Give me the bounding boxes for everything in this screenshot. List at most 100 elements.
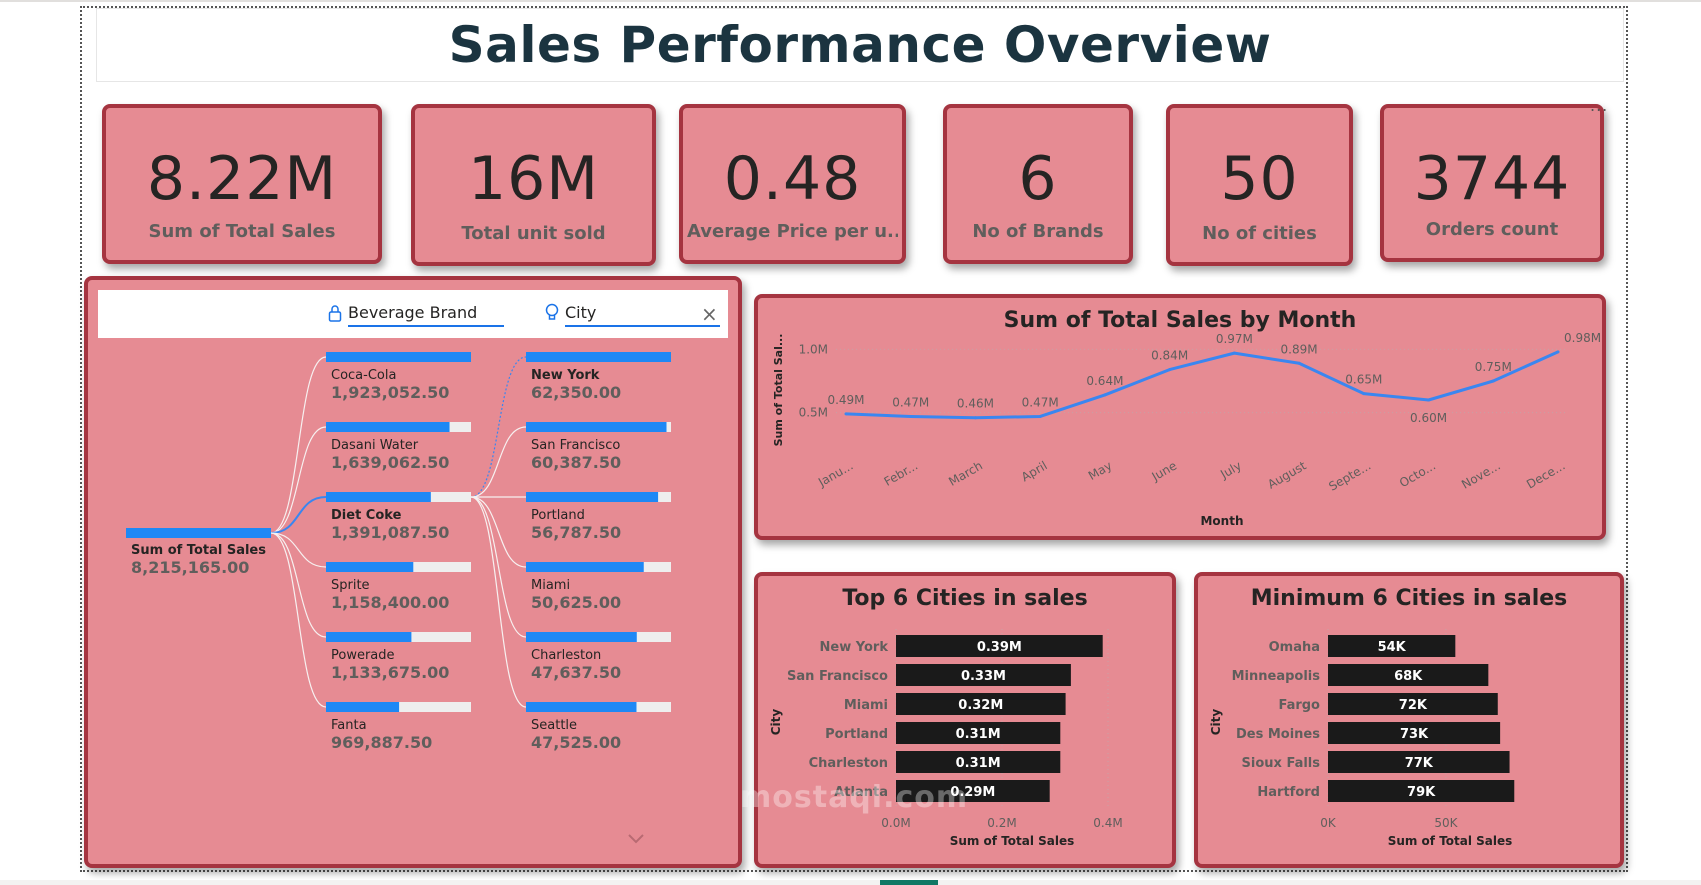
close-icon[interactable]: × [701,302,718,326]
brand-node-value: 1,391,087.50 [331,523,449,542]
line-data-label: 0.84M [1151,349,1188,363]
kpi-value: 0.48 [723,144,862,214]
city-node-value: 47,637.50 [531,663,621,682]
line-point[interactable] [1232,351,1236,355]
root-label: Sum of Total Sales [131,543,266,558]
line-chart-title: Sum of Total Sales by Month [1003,308,1357,333]
bar[interactable] [896,635,1103,657]
line-point[interactable] [1103,393,1107,397]
line-point[interactable] [1427,398,1431,402]
title-card: Sales Performance Overview [96,8,1624,82]
page-tabs-bar [0,880,1701,885]
top-border [0,0,1701,2]
bar[interactable] [1328,722,1501,744]
brand-node-bar[interactable] [326,632,412,642]
city-level-label[interactable]: City [565,303,597,322]
y-tick-label: Fargo [1278,698,1320,713]
y-tick-label: Des Moines [1236,727,1320,742]
brand-node-bar[interactable] [326,422,450,432]
line-point[interactable] [844,412,848,416]
bar[interactable] [896,751,1061,773]
bar[interactable] [896,780,1050,802]
bar[interactable] [1328,635,1456,657]
line-point[interactable] [973,416,977,420]
chevron-down-icon[interactable] [626,832,646,846]
city-level-underline [565,325,720,327]
city-node-label: Seattle [531,718,577,733]
y-tick-label: Portland [825,727,888,742]
brand-node-bar[interactable] [326,702,400,712]
min-cities-card[interactable]: Minimum 6 Cities in sales 0K 50K Omaha 54K M… [1194,572,1624,868]
kpi-cities[interactable]: 50 No of cities [1166,104,1353,266]
lock-icon [328,305,342,322]
top-cities-card[interactable]: Top 6 Cities in sales 0.0M 0.2M 0.4M New Yo… [754,572,1176,868]
y-tick-label: 1.0M [799,342,828,356]
line-chart-card[interactable]: Sum of Total Sales by Month 0.5M 1.0M 0.49… [754,294,1606,540]
kpi-brands[interactable]: 6 No of Brands [943,104,1133,264]
line-point[interactable] [1038,414,1042,418]
kpi-label: No of Brands [972,221,1104,242]
line-data-label: 0.75M [1475,360,1512,374]
city-connector [470,496,527,568]
bar[interactable] [896,664,1071,686]
line-data-label: 0.47M [1022,395,1059,409]
brand-connector [270,532,327,568]
line-point[interactable] [1491,379,1495,383]
line-point[interactable] [909,414,913,418]
kpi-orders[interactable]: 3744 Orders count [1380,104,1604,262]
root-bar[interactable] [126,528,271,538]
city-node-bar[interactable] [526,492,659,502]
kpi-label: Total unit sold [461,223,606,244]
brand-node-bar[interactable] [326,492,431,502]
bar[interactable] [1328,693,1498,715]
brand-node-bar[interactable] [326,352,471,362]
bar[interactable] [1328,751,1510,773]
bar[interactable] [896,722,1061,744]
city-node-label: San Francisco [531,438,620,453]
x-tick-label: Febr... [882,458,921,488]
x-tick-label: Octo... [1397,458,1438,490]
line-point[interactable] [1362,392,1366,396]
bar-data-label: 0.31M [956,756,1001,771]
city-node-bar[interactable] [526,632,637,642]
bar-data-label: 54K [1378,640,1407,655]
y-tick-label: Miami [844,698,888,713]
bar-data-label: 0.31M [956,727,1001,742]
decomp-canvas: Sum of Total Sales8,215,165.00Coca-Cola1… [126,352,671,752]
line-point[interactable] [1168,368,1172,372]
brand-node-bar[interactable] [326,562,414,572]
decomposition-tree[interactable]: Beverage Brand City × Sum of Total Sales… [84,276,742,868]
brand-node-label: Powerade [331,648,395,663]
page-title: Sales Performance Overview [448,16,1272,74]
kpi-label: Orders count [1425,219,1559,240]
city-node-bar[interactable] [526,562,644,572]
y-axis-title: City [769,709,783,736]
bar[interactable] [1328,664,1489,686]
city-node-bar[interactable] [526,422,667,432]
brand-node-value: 969,887.50 [331,733,432,752]
x-tick-label: Nove... [1459,458,1503,491]
brand-node-label: Sprite [331,578,370,593]
brand-level-label[interactable]: Beverage Brand [348,303,478,322]
city-node-label: Portland [531,508,585,523]
line-point[interactable] [1297,361,1301,365]
kpi-label: No of cities [1202,223,1317,244]
more-options-icon[interactable]: ... [1590,96,1609,115]
x-tick-label: August [1265,458,1309,491]
city-connector [470,496,527,638]
active-page-tab[interactable] [880,880,938,885]
line-point[interactable] [1556,350,1560,354]
line-chart: 0.5M 1.0M 0.49M 0.47M 0.46M 0.47M 0.64M 0.84M 0.… [772,331,1601,528]
city-node-bar[interactable] [526,352,671,362]
kpi-average-price[interactable]: 0.48 Average Price per u... [679,104,906,264]
bar-data-label: 0.32M [958,698,1003,713]
bar[interactable] [896,693,1066,715]
bar[interactable] [1328,780,1515,802]
root-value: 8,215,165.00 [131,558,249,577]
brand-connector [270,496,327,534]
kpi-total-units[interactable]: 16M Total unit sold [411,104,656,266]
city-node-value: 47,525.00 [531,733,621,752]
city-connector [470,496,527,708]
kpi-total-sales[interactable]: 8.22M Sum of Total Sales [102,104,382,264]
city-node-bar[interactable] [526,702,637,712]
